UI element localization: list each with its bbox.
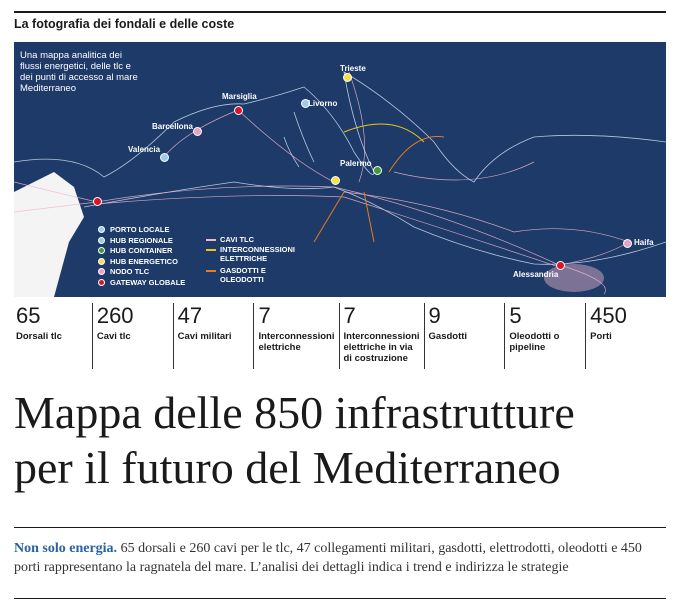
- description-text: 65 dorsali e 260 cavi per le tlc, 47 col…: [14, 541, 642, 575]
- stat-value: 260: [96, 303, 134, 328]
- legend-item: HUB CONTAINER: [98, 246, 173, 255]
- headline: Mappa delle 850 infrastrutture per il fut…: [14, 385, 575, 495]
- stat-label: Cavi tlc: [96, 331, 131, 342]
- legend-item: PORTO LOCALE: [98, 225, 170, 234]
- legend-item: HUB REGIONALE: [98, 235, 173, 245]
- stat-value: 7: [258, 303, 271, 328]
- stat: 7 Interconnessioni elettriche: [253, 303, 338, 369]
- city-marker: [234, 106, 243, 115]
- bottom-rule: [14, 598, 666, 599]
- stat-value: 47: [177, 303, 203, 328]
- description-lead: Non solo energia.: [14, 541, 118, 556]
- legend-label: INTERCONNESSIONI ELETTRICHE: [220, 245, 296, 263]
- legend-item: CAVI TLC: [206, 235, 310, 244]
- legend-label: PORTO LOCALE: [110, 225, 170, 234]
- city-marker: [623, 239, 632, 248]
- legend-swatch: [98, 268, 105, 275]
- stat-label: Cavi militari: [177, 331, 232, 342]
- city-label: Marsiglia: [222, 92, 257, 101]
- legend-item: GASDOTTI E OLEODOTTI: [206, 266, 310, 284]
- stat: 260 Cavi tlc: [91, 303, 173, 369]
- city-marker: [160, 153, 169, 162]
- legend-label: HUB REGIONALE: [110, 235, 173, 245]
- marker: [93, 197, 102, 206]
- legend-label: NODO TLC: [110, 267, 150, 276]
- stat: 47 Cavi militari: [172, 303, 254, 369]
- city-marker: [331, 176, 340, 185]
- stat-label: Porti: [590, 331, 612, 342]
- city-marker: [343, 73, 352, 82]
- stat: 5 Oleodotti o pipeline: [504, 303, 585, 369]
- legend-line: [206, 239, 216, 241]
- stat-label: Oleodotti o pipeline: [509, 331, 560, 353]
- legend-swatch: [98, 257, 105, 265]
- legend-swatch: [98, 278, 105, 286]
- stat: 65 Dorsali tlc: [14, 303, 92, 369]
- city-label: Valencia: [128, 145, 161, 154]
- stat-value: 7: [343, 303, 356, 328]
- stat: 7 Interconnessioni elettriche in via di c…: [338, 303, 424, 369]
- stat-value: 5: [509, 303, 522, 328]
- top-rule: [14, 11, 666, 13]
- legend-item: HUB ENERGETICO: [98, 256, 178, 266]
- stat: 9 Gasdotti: [423, 303, 505, 369]
- headline-line: per il futuro del Mediterraneo: [14, 442, 561, 493]
- stat-label: Dorsali tlc: [16, 331, 62, 342]
- legend-item: INTERCONNESSIONI ELETTRICHE: [206, 245, 310, 263]
- legend-line: [206, 270, 216, 272]
- map-drawing: [14, 71, 666, 297]
- kicker: La fotografia dei fondali e delle coste: [14, 17, 235, 31]
- headline-line: Mappa delle 850 infrastrutture: [14, 387, 575, 438]
- legend-line: [206, 249, 216, 251]
- city-label: Barcellona: [152, 122, 193, 131]
- stat-label: Interconnessioni elettriche in via di co…: [343, 331, 420, 364]
- legend-item: NODO TLC: [98, 267, 150, 276]
- stat-label: Gasdotti: [428, 331, 468, 342]
- legend-item: GATEWAY GLOBALE: [98, 277, 186, 287]
- stat-label: Interconnessioni elettriche: [258, 331, 335, 353]
- desc-rule: [14, 527, 666, 528]
- legend-label: GASDOTTI E OLEODOTTI: [220, 266, 266, 284]
- city-marker: [556, 261, 565, 270]
- stat-value: 9: [428, 303, 441, 328]
- marker: [373, 166, 382, 175]
- stat-value: 450: [590, 303, 627, 328]
- city-marker: [193, 127, 202, 136]
- stat-value: 65: [16, 303, 41, 328]
- map: Una mappa analitica dei flussi energetic…: [14, 42, 666, 297]
- stats-row: 65 Dorsali tlc 260 Cavi tlc 47 Cavi militari 7…: [14, 303, 666, 369]
- city-label: Palermo: [340, 159, 372, 168]
- stat: 450 Porti: [585, 303, 666, 369]
- city-marker: [301, 99, 310, 108]
- city-label: Trieste: [340, 64, 366, 73]
- legend-label: GATEWAY GLOBALE: [110, 277, 186, 287]
- city-label: Livorno: [308, 99, 338, 108]
- city-label: Haifa: [634, 238, 654, 247]
- map-intro: Una mappa analitica dei flussi energetic…: [20, 50, 138, 94]
- atlantic: [14, 172, 84, 297]
- city-label: Alessandria: [513, 270, 559, 279]
- legend-swatch: [98, 236, 105, 244]
- legend-swatch: [98, 226, 105, 233]
- legend-label: HUB ENERGETICO: [110, 256, 178, 266]
- legend-label: HUB CONTAINER: [110, 246, 173, 255]
- description: Non solo energia. 65 dorsali e 260 cavi …: [14, 539, 669, 577]
- legend-label: CAVI TLC: [220, 235, 255, 244]
- legend-swatch: [98, 247, 105, 254]
